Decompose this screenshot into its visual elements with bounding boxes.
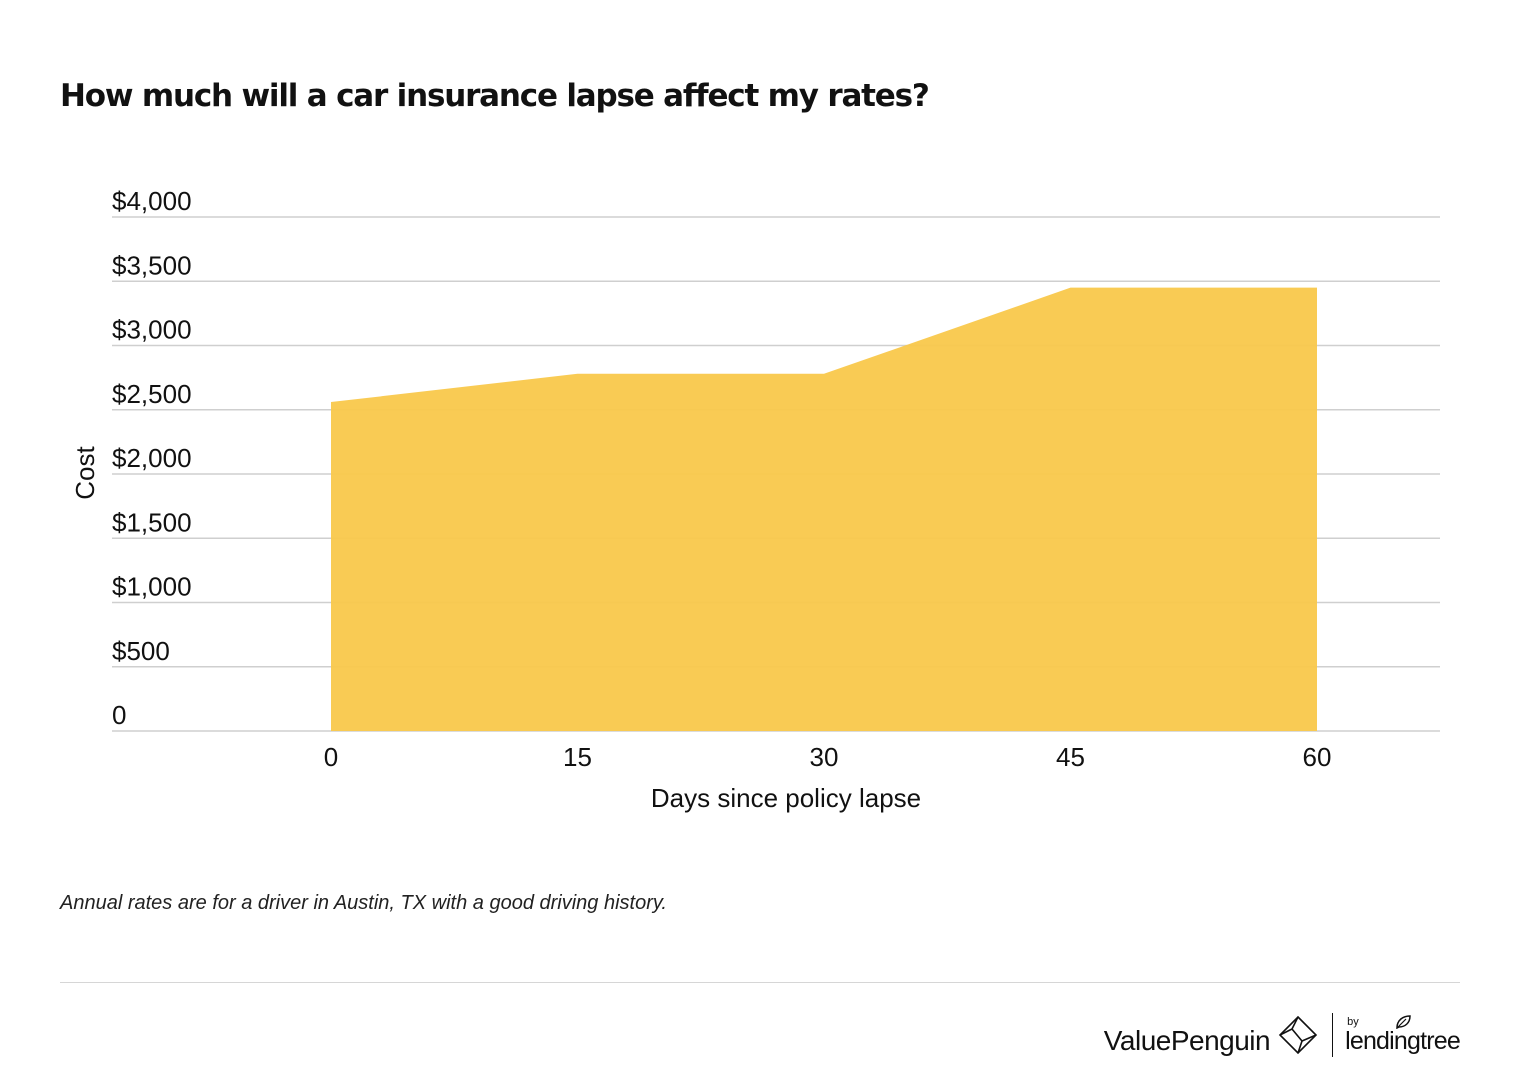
y-tick-label: $3,000 (112, 315, 192, 345)
lendingtree-logo: by lendingtree (1345, 1013, 1461, 1057)
x-axis-title: Days since policy lapse (651, 783, 921, 813)
x-tick-label: 15 (563, 742, 592, 772)
x-tick-label: 0 (324, 742, 338, 772)
x-tick-label: 45 (1056, 742, 1085, 772)
brand-logo: ValuePenguin by lendingtree (1103, 1010, 1461, 1060)
area-series (331, 287, 1317, 731)
y-axis-title: Cost (70, 445, 100, 499)
brand-separator (1332, 1013, 1334, 1057)
y-tick-label: $3,500 (112, 250, 192, 280)
chart-title: How much will a car insurance lapse affe… (60, 78, 930, 114)
footnote: Annual rates are for a driver in Austin,… (60, 892, 667, 914)
footer-divider (60, 982, 1460, 983)
y-tick-label: $2,500 (112, 379, 192, 409)
y-tick-label: $2,000 (112, 443, 192, 473)
y-axis-ticks: 0 $500 $1,000 $1,500 $2,000 $2,500 $3,000 $3,50… (112, 186, 192, 730)
y-tick-label: $1,000 (112, 572, 192, 602)
x-tick-label: 60 (1303, 742, 1332, 772)
leaf-icon (1396, 1015, 1411, 1029)
y-tick-label: $1,500 (112, 507, 192, 537)
y-tick-label: $500 (112, 636, 170, 666)
x-tick-label: 30 (810, 742, 839, 772)
valuepenguin-logo-icon (1278, 1015, 1318, 1055)
lendingtree-wordmark: lendingtree (1345, 1026, 1461, 1055)
area-fill (331, 287, 1317, 731)
valuepenguin-wordmark: ValuePenguin (1103, 1025, 1271, 1056)
y-tick-label: $4,000 (112, 186, 192, 216)
lendingtree-by: by (1347, 1015, 1359, 1028)
x-axis-ticks: 0 15 30 45 60 (324, 742, 1332, 772)
y-tick-label: 0 (112, 700, 126, 730)
area-chart: 0 $500 $1,000 $1,500 $2,000 $2,500 $3,000 $3,50… (70, 186, 1440, 813)
